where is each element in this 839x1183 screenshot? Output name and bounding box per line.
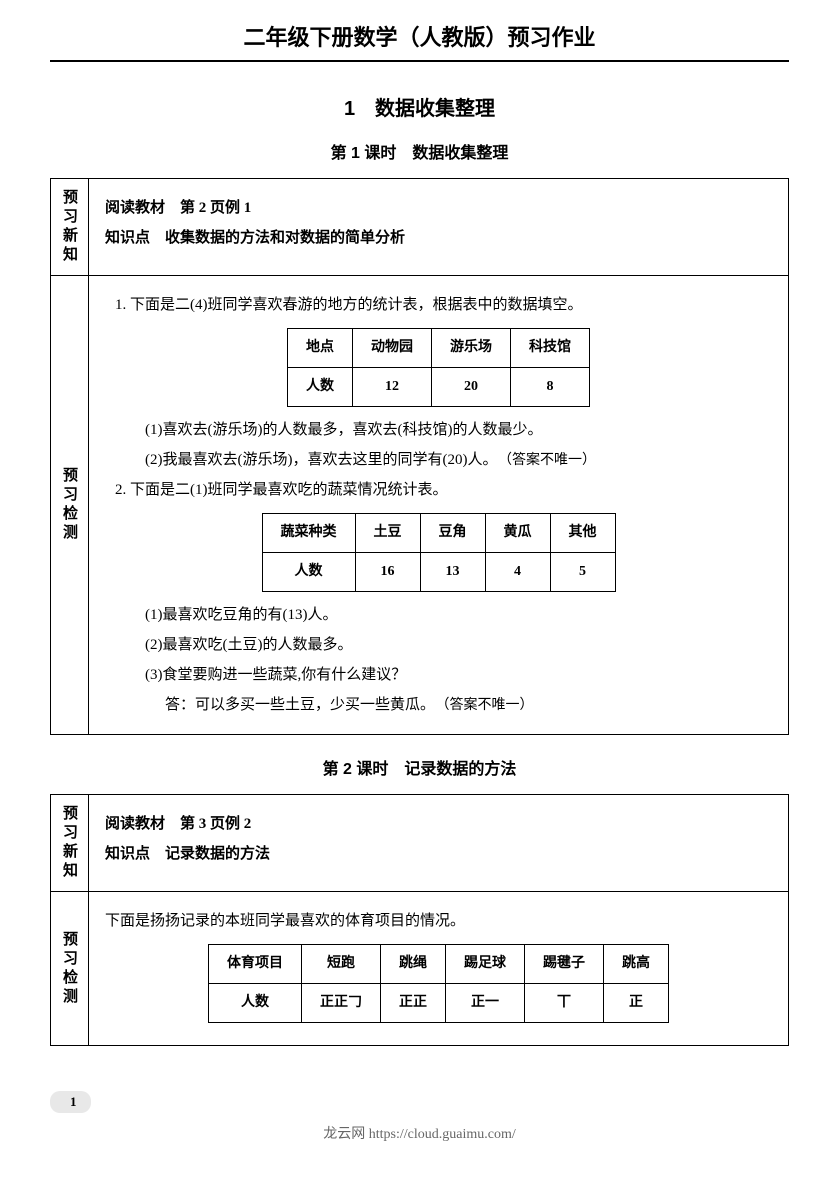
q1-2b: )，喜欢去这里的同学有( [288,452,448,468]
t3-h3: 踢足球 [446,945,525,984]
t3-t2: 正一 [446,984,525,1023]
t1-v0: 12 [353,368,432,407]
t2-h1: 土豆 [355,514,420,553]
test-content-2: 下面是扬扬记录的本班同学最喜欢的体育项目的情况。 体育项目 短跑 跳绳 踢足球 … [89,892,788,1045]
prep-content-2: 阅读教材 第 3 页例 2 知识点 记录数据的方法 [89,795,788,891]
l2-intro: 下面是扬扬记录的本班同学最喜欢的体育项目的情况。 [105,906,772,936]
t2-h0: 蔬菜种类 [262,514,355,553]
q2-1-ans: 13 [288,607,303,623]
page-number-wrap: 1 [50,1066,789,1113]
q1-1-ans1: 游乐场 [213,422,258,438]
lesson2-prep-row: 预习新知 阅读教材 第 3 页例 2 知识点 记录数据的方法 [51,795,788,892]
q1-2-note: （答案不唯一） [505,453,596,468]
lesson1-test-row: 预习检测 1. 下面是二(4)班同学喜欢春游的地方的统计表，根据表中的数据填空。… [51,276,788,734]
t2-h4: 其他 [550,514,615,553]
page-header: 二年级下册数学（人教版）预习作业 [50,20,789,62]
q1-2-ans2: 20 [448,452,463,468]
prep-label: 预习新知 [51,179,89,275]
q1-2-ans1: 游乐场 [243,452,288,468]
q2-intro: 2. 下面是二(1)班同学最喜欢吃的蔬菜情况统计表。 [105,475,772,505]
lesson1-box: 预习新知 阅读教材 第 2 页例 1 知识点 收集数据的方法和对数据的简单分析 … [50,178,789,735]
kp-text: 收集数据的方法和对数据的简单分析 [165,230,405,246]
q2-1b: )人。 [303,607,338,623]
q1-2: (2)我最喜欢去(游乐场)，喜欢去这里的同学有(20)人。 （答案不唯一） [105,445,772,475]
t1-v1: 20 [432,368,511,407]
table2: 蔬菜种类 土豆 豆角 黄瓜 其他 人数 16 13 4 5 [262,513,616,592]
lesson2-title: 第 2 课时 记录数据的方法 [50,755,789,779]
prep-line1: 阅读教材 第 2 页例 1 [105,193,772,223]
prep-content: 阅读教材 第 2 页例 1 知识点 收集数据的方法和对数据的简单分析 [89,179,788,275]
q1-1: (1)喜欢去(游乐场)的人数最多，喜欢去(科技馆)的人数最少。 [105,415,772,445]
t3-h5: 跳高 [604,945,669,984]
lesson2-test-row: 预习检测 下面是扬扬记录的本班同学最喜欢的体育项目的情况。 体育项目 短跑 跳绳… [51,892,788,1045]
test-label: 预习检测 [51,276,89,734]
lesson1-title: 第 1 课时 数据收集整理 [50,139,789,163]
t1-h1: 动物园 [353,329,432,368]
q1-2c: )人。 [463,452,491,468]
q2-3-answer: 答：可以多买一些土豆，少买一些黄瓜。 （答案不唯一） [105,690,772,720]
q2-2: (2)最喜欢吃(土豆)的人数最多。 [105,630,772,660]
prep2-line1: 阅读教材 第 3 页例 2 [105,809,772,839]
q2-3: (3)食堂要购进一些蔬菜,你有什么建议？ [105,660,772,690]
table3: 体育项目 短跑 跳绳 踢足球 踢毽子 跳高 人数 正正𠃌 正正 正一 丅 正 [208,944,669,1023]
t3-t4: 正 [604,984,669,1023]
q1-1-ans2: 科技馆 [403,422,448,438]
q2-2b: )的人数最多。 [258,637,353,653]
q2-2a: (2)最喜欢吃( [145,637,228,653]
prep-label-2: 预习新知 [51,795,89,891]
kp-label: 知识点 [105,230,150,246]
table1: 地点 动物园 游乐场 科技馆 人数 12 20 8 [287,328,590,407]
q1-1b: )的人数最多，喜欢去( [258,422,403,438]
t3-t3: 丅 [525,984,604,1023]
kp2-label: 知识点 [105,846,150,862]
t1-rl: 人数 [288,368,353,407]
t1-h2: 游乐场 [432,329,511,368]
test-content: 1. 下面是二(4)班同学喜欢春游的地方的统计表，根据表中的数据填空。 地点 动… [89,276,788,734]
q2-1: (1)最喜欢吃豆角的有(13)人。 [105,600,772,630]
prep-line2: 知识点 收集数据的方法和对数据的简单分析 [105,223,772,253]
t1-h0: 地点 [288,329,353,368]
t3-h2: 跳绳 [381,945,446,984]
q2-3-ans-text: 答：可以多买一些土豆，少买一些黄瓜。 [165,697,428,713]
t3-h1: 短跑 [302,945,381,984]
q1-intro: 1. 下面是二(4)班同学喜欢春游的地方的统计表，根据表中的数据填空。 [105,290,772,320]
test-label-2: 预习检测 [51,892,89,1045]
t2-v3: 5 [550,553,615,592]
t3-t1: 正正 [381,984,446,1023]
t1-v2: 8 [511,368,590,407]
t3-h4: 踢毽子 [525,945,604,984]
t2-h3: 黄瓜 [485,514,550,553]
t2-rl: 人数 [262,553,355,592]
t3-t0: 正正𠃌 [302,984,381,1023]
q1-2a: (2)我最喜欢去( [145,452,243,468]
t3-rl: 人数 [209,984,302,1023]
page-number: 1 [50,1091,91,1113]
q2-2-ans: 土豆 [228,637,258,653]
q2-3-note: （答案不唯一） [443,698,534,713]
q1-1c: )的人数最少。 [448,422,543,438]
kp2-text: 记录数据的方法 [165,846,270,862]
t2-h2: 豆角 [420,514,485,553]
t2-v0: 16 [355,553,420,592]
t3-h0: 体育项目 [209,945,302,984]
chapter-title: 1 数据收集整理 [50,92,789,121]
prep2-line2: 知识点 记录数据的方法 [105,839,772,869]
q2-1a: (1)最喜欢吃豆角的有( [145,607,288,623]
footer-text: 龙云网 https://cloud.guaimu.com/ [50,1123,789,1143]
t2-v2: 4 [485,553,550,592]
lesson1-prep-row: 预习新知 阅读教材 第 2 页例 1 知识点 收集数据的方法和对数据的简单分析 [51,179,788,276]
t1-h3: 科技馆 [511,329,590,368]
lesson2-box: 预习新知 阅读教材 第 3 页例 2 知识点 记录数据的方法 预习检测 下面是扬… [50,794,789,1046]
t2-v1: 13 [420,553,485,592]
q1-1a: (1)喜欢去( [145,422,213,438]
